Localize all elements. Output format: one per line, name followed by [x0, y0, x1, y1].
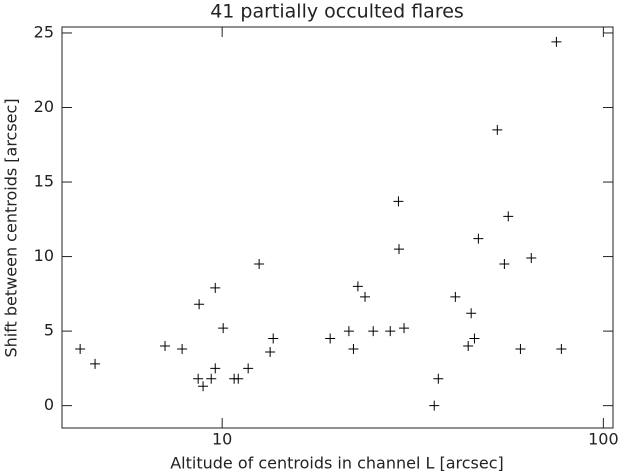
point — [551, 36, 562, 47]
point — [463, 341, 474, 352]
point — [526, 253, 537, 264]
point — [233, 373, 244, 384]
point — [429, 400, 440, 411]
point — [160, 341, 171, 352]
y-tick-label: 20 — [34, 97, 54, 116]
point — [394, 244, 405, 255]
chart-title: 41 partially occulted flares — [210, 1, 464, 23]
point — [399, 323, 410, 334]
point — [515, 343, 526, 354]
point — [433, 373, 444, 384]
point — [343, 326, 354, 337]
x-tick-label: 10 — [212, 430, 232, 449]
point — [393, 196, 404, 207]
point — [265, 346, 276, 357]
x-axis-label: Altitude of centroids in channel L [arcs… — [170, 454, 504, 473]
point — [268, 333, 279, 344]
y-tick-label: 25 — [34, 22, 54, 41]
point — [193, 373, 204, 384]
point — [556, 343, 567, 354]
y-axis-label: Shift between centroids [arcsec] — [2, 98, 21, 357]
point — [198, 381, 209, 392]
point — [75, 343, 86, 354]
point — [194, 299, 205, 310]
point — [210, 282, 221, 293]
point — [450, 291, 461, 302]
point — [210, 363, 221, 374]
point — [466, 308, 477, 319]
point — [177, 343, 188, 354]
y-tick-label: 5 — [44, 321, 54, 340]
point — [385, 326, 396, 337]
plot-frame — [61, 26, 614, 429]
point — [503, 211, 514, 222]
point — [325, 333, 336, 344]
point — [473, 233, 484, 244]
x-tick-label: 100 — [588, 430, 619, 449]
point — [206, 373, 217, 384]
point — [254, 259, 265, 270]
point — [499, 259, 510, 270]
y-tick-label: 10 — [34, 246, 54, 265]
point — [360, 291, 371, 302]
point — [368, 326, 379, 337]
point — [352, 281, 363, 292]
point — [492, 124, 503, 135]
y-tick-label: 0 — [44, 395, 54, 414]
point — [348, 343, 359, 354]
y-tick-label: 15 — [34, 172, 54, 191]
point — [243, 363, 254, 374]
point — [90, 358, 101, 369]
point — [469, 333, 480, 344]
point — [218, 323, 229, 334]
